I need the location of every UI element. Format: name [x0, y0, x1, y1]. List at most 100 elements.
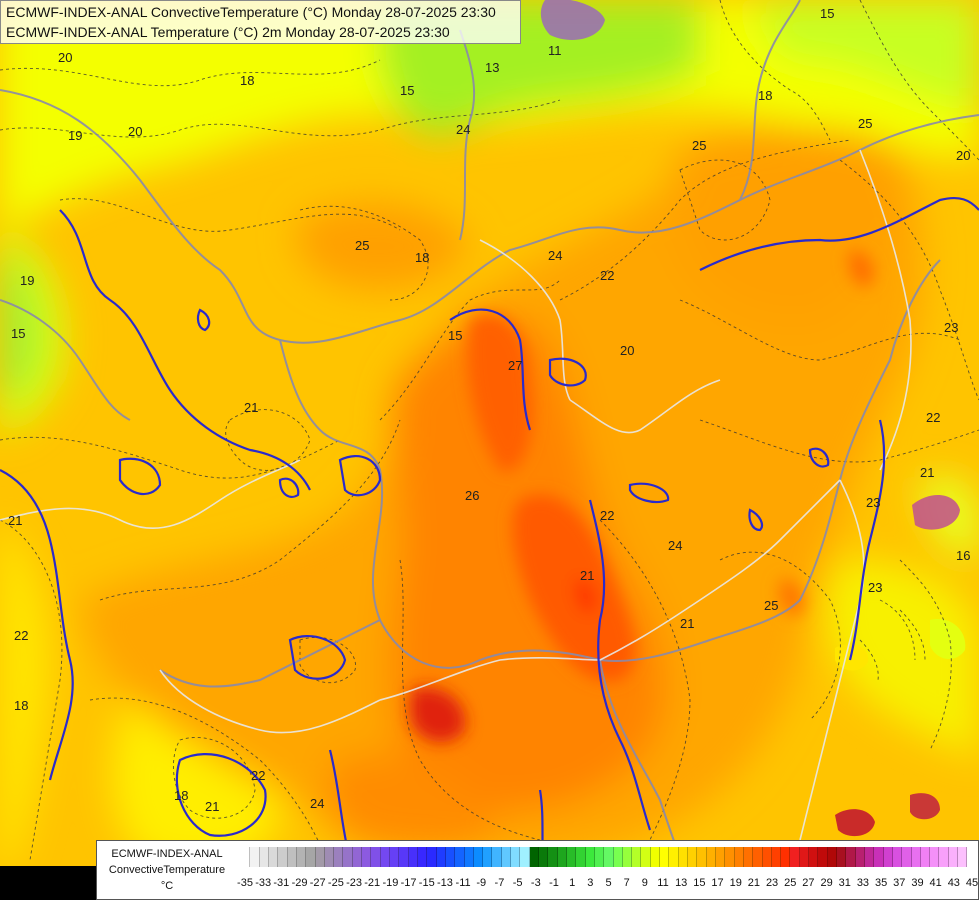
legend-swatch	[445, 847, 456, 867]
legend-swatch	[632, 847, 642, 867]
legend-tick-label: -7	[494, 877, 505, 889]
title-convective-temperature: ECMWF-INDEX-ANAL ConvectiveTemperature (…	[6, 4, 496, 20]
contour-label: 20	[620, 343, 634, 358]
legend-tick-label: -19	[382, 877, 399, 889]
legend-swatch	[650, 847, 661, 867]
legend-swatch	[576, 847, 586, 867]
legend-swatch	[390, 847, 400, 867]
contour-label: 22	[926, 410, 940, 425]
contour-label: 25	[692, 138, 706, 153]
legend-swatch	[278, 847, 288, 867]
legend-swatch	[455, 847, 465, 867]
freezing-level-contours	[0, 196, 979, 881]
legend-swatch	[324, 847, 335, 867]
legend-tick-label: -1	[549, 877, 559, 889]
legend-tick-label: 29	[820, 877, 833, 889]
legend-swatch	[296, 847, 307, 867]
legend-swatch	[408, 847, 418, 867]
legend-swatch	[920, 847, 931, 867]
legend-swatch	[678, 847, 688, 867]
legend-tick-label: -13	[436, 877, 453, 889]
legend-swatch	[762, 847, 772, 867]
legend-swatch	[818, 847, 828, 867]
legend-swatch	[306, 847, 316, 867]
legend-swatch	[948, 847, 959, 867]
legend-swatch	[473, 847, 484, 867]
title-temperature-2m: ECMWF-INDEX-ANAL Temperature (°C) 2m Mon…	[6, 24, 450, 40]
contour-label: 15	[11, 326, 25, 341]
contour-label: 22	[600, 268, 614, 283]
legend-swatch	[743, 847, 754, 867]
legend-swatch	[864, 847, 875, 867]
legend-swatch	[706, 847, 716, 867]
legend-swatch	[725, 847, 735, 867]
contour-label: 20	[128, 124, 142, 139]
legend-tick-label: -5	[512, 877, 523, 889]
legend-swatch	[855, 847, 865, 867]
legend-swatch	[613, 847, 623, 867]
corner-strip	[0, 866, 96, 900]
legend-swatch	[352, 847, 363, 867]
legend-swatch	[790, 847, 800, 867]
contour-label: 23	[866, 495, 880, 510]
contour-label: 25	[355, 238, 369, 253]
legend-swatch	[548, 847, 558, 867]
legend-swatch	[902, 847, 912, 867]
legend-model-label: ECMWF-INDEX-ANAL	[111, 848, 223, 860]
country-borders	[0, 0, 979, 881]
contour-label: 25	[858, 116, 872, 131]
contour-label: 18	[758, 88, 772, 103]
legend-swatch	[697, 847, 707, 867]
contour-label: 27	[508, 358, 522, 373]
legend-swatch	[483, 847, 493, 867]
legend-swatch	[930, 847, 940, 867]
legend-swatch	[622, 847, 633, 867]
contour-label: 21	[920, 465, 934, 480]
legend-swatch	[268, 847, 279, 867]
legend-swatch	[250, 847, 260, 867]
contour-label: 24	[310, 796, 324, 811]
legend-variable-label: ConvectiveTemperature	[108, 864, 226, 876]
legend-swatch	[343, 847, 353, 867]
legend-tick-label: 9	[641, 877, 648, 889]
legend-swatch	[734, 847, 744, 867]
legend-tick-label: -21	[364, 877, 381, 889]
legend-tick-label: -29	[291, 877, 308, 889]
legend-tick-label: 33	[856, 877, 870, 889]
legend-swatch	[539, 847, 549, 867]
contour-label: 13	[485, 60, 499, 75]
legend-swatch	[371, 847, 381, 867]
legend-swatch	[753, 847, 763, 867]
legend-swatch	[464, 847, 474, 867]
legend-tick-label: 5	[605, 877, 612, 889]
contour-label: 20	[956, 148, 970, 163]
legend-tick-label: -3	[530, 877, 541, 889]
legend-ticks: -35 -33 -31 -29 -27 -25 -23 -21 -19 -17 -15 -13 -11-…	[237, 877, 979, 891]
legend-swatch	[958, 847, 968, 867]
legend-tick-label: 41	[929, 877, 942, 889]
legend-tick-label: -9	[476, 877, 487, 889]
legend-tick-label: -35	[237, 877, 253, 889]
contour-label: 25	[764, 598, 778, 613]
contour-label: 21	[205, 799, 219, 814]
legend-tick-label: -33	[255, 877, 272, 889]
legend-swatch	[771, 847, 782, 867]
contour-label: 21	[244, 400, 258, 415]
legend-tick-label: 39	[911, 877, 924, 889]
legend-swatch	[669, 847, 679, 867]
legend-swatch	[688, 847, 698, 867]
contour-label: 11	[548, 43, 562, 58]
contour-label: 21	[580, 568, 594, 583]
legend-swatch	[781, 847, 791, 867]
legend-tick-label: 3	[587, 877, 594, 889]
contour-label: 24	[548, 248, 562, 263]
legend-tick-label: -15	[418, 877, 435, 889]
legend-tick-label: 45	[965, 877, 979, 889]
legend-swatch	[939, 847, 949, 867]
contour-label: 24	[456, 122, 470, 137]
legend-unit-label: °C	[160, 880, 174, 892]
legend-swatch	[529, 847, 539, 867]
legend-swatch	[287, 847, 297, 867]
